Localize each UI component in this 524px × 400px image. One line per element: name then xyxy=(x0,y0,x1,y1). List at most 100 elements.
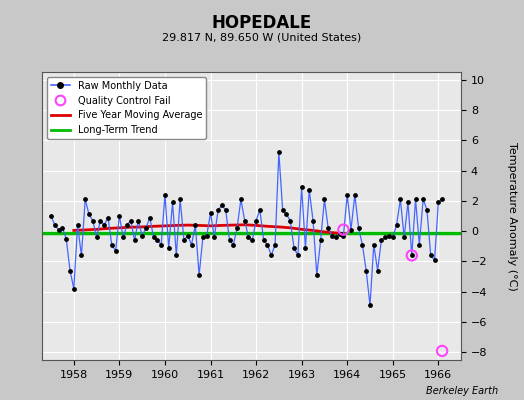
Point xyxy=(263,242,271,248)
Point xyxy=(153,237,161,244)
Point xyxy=(301,245,310,251)
Point xyxy=(259,237,268,244)
Point xyxy=(85,211,93,218)
Point xyxy=(203,232,211,239)
Y-axis label: Temperature Anomaly (°C): Temperature Anomaly (°C) xyxy=(507,142,517,290)
Point xyxy=(385,232,393,239)
Point xyxy=(404,199,412,206)
Point xyxy=(206,210,215,216)
Point xyxy=(134,217,143,224)
Point xyxy=(369,242,378,248)
Point xyxy=(309,217,317,224)
Point xyxy=(389,234,397,240)
Point xyxy=(222,207,230,213)
Point xyxy=(92,234,101,240)
Point xyxy=(316,237,325,244)
Point xyxy=(298,184,306,190)
Point xyxy=(381,234,389,240)
Point xyxy=(335,231,344,237)
Point xyxy=(377,237,386,244)
Point xyxy=(130,237,139,244)
Point xyxy=(358,242,367,248)
Point xyxy=(434,199,443,206)
Point xyxy=(183,232,192,239)
Point xyxy=(51,222,59,228)
Point xyxy=(225,237,234,244)
Point xyxy=(187,242,195,248)
Point xyxy=(313,272,321,278)
Point xyxy=(430,257,439,263)
Point xyxy=(149,234,158,240)
Point xyxy=(408,252,416,259)
Point xyxy=(112,248,120,254)
Point xyxy=(73,222,82,228)
Point xyxy=(362,267,370,274)
Point xyxy=(54,226,63,233)
Point xyxy=(267,252,276,259)
Point xyxy=(115,213,124,219)
Point xyxy=(392,222,401,228)
Point xyxy=(278,207,287,213)
Point xyxy=(423,207,431,213)
Point xyxy=(123,222,131,228)
Legend: Raw Monthly Data, Quality Control Fail, Five Year Moving Average, Long-Term Tren: Raw Monthly Data, Quality Control Fail, … xyxy=(47,77,206,139)
Point xyxy=(199,234,207,240)
Point xyxy=(438,196,446,202)
Point xyxy=(408,252,416,259)
Point xyxy=(100,222,108,228)
Point xyxy=(252,217,260,224)
Point xyxy=(66,267,74,274)
Point xyxy=(107,242,116,248)
Point xyxy=(165,245,173,251)
Point xyxy=(233,225,241,231)
Point xyxy=(366,302,374,309)
Text: 29.817 N, 89.650 W (United States): 29.817 N, 89.650 W (United States) xyxy=(162,33,362,43)
Point xyxy=(347,226,355,233)
Point xyxy=(328,232,336,239)
Point xyxy=(324,225,332,231)
Point xyxy=(282,211,291,218)
Point xyxy=(168,199,177,206)
Point xyxy=(138,232,146,239)
Point xyxy=(172,252,181,259)
Point xyxy=(70,286,78,292)
Point xyxy=(374,267,382,274)
Point xyxy=(419,196,428,202)
Point xyxy=(290,245,298,251)
Point xyxy=(400,234,408,240)
Point xyxy=(210,234,219,240)
Point xyxy=(58,225,67,231)
Point xyxy=(351,192,359,198)
Point xyxy=(343,192,352,198)
Point xyxy=(427,252,435,259)
Point xyxy=(244,234,253,240)
Point xyxy=(157,242,166,248)
Point xyxy=(293,252,302,259)
Point xyxy=(248,237,256,244)
Point xyxy=(47,213,55,219)
Point xyxy=(214,207,222,213)
Point xyxy=(176,196,184,202)
Point xyxy=(415,242,423,248)
Point xyxy=(241,217,249,224)
Point xyxy=(411,196,420,202)
Point xyxy=(62,236,70,242)
Point xyxy=(305,187,313,194)
Point xyxy=(96,217,105,224)
Point xyxy=(229,242,237,248)
Point xyxy=(77,252,85,259)
Point xyxy=(320,196,329,202)
Point xyxy=(332,234,340,240)
Point xyxy=(104,214,112,221)
Point xyxy=(396,196,405,202)
Point xyxy=(195,272,203,278)
Point xyxy=(237,196,245,202)
Point xyxy=(275,149,283,156)
Point xyxy=(217,202,226,208)
Point xyxy=(271,242,279,248)
Point xyxy=(256,207,264,213)
Point xyxy=(127,217,135,224)
Point xyxy=(339,232,347,239)
Point xyxy=(119,234,127,240)
Point xyxy=(161,192,169,198)
